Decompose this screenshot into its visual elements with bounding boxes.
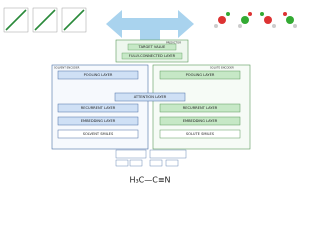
layer-box xyxy=(159,116,241,126)
molecule-formula: H₃C—C≡N xyxy=(129,176,170,185)
layer-label: SOLVENT SMILES xyxy=(83,132,114,136)
layer-label: ATTENTION LAYER xyxy=(134,95,167,99)
layer-box xyxy=(127,43,177,51)
tokenization xyxy=(115,149,187,167)
layer-label: POOLING LAYER xyxy=(186,73,215,77)
split-arrow xyxy=(106,10,194,42)
layer-label: EMBEDDING LAYER xyxy=(183,119,218,123)
layer-label: RECURRENT LAYER xyxy=(183,106,218,110)
layer-box xyxy=(159,129,241,139)
layer-label: SOLUTE SMILES xyxy=(186,132,215,136)
layer-label: EMBEDDING LAYER xyxy=(81,119,116,123)
scatter-plots xyxy=(3,7,87,33)
layer-box xyxy=(57,129,139,139)
attention-box xyxy=(114,92,186,102)
section-title: SOLVENT ENCODER xyxy=(54,66,80,70)
section-title: SOLUTE ENCODER xyxy=(210,66,234,70)
layer-box xyxy=(121,52,183,60)
molecule-icons xyxy=(214,12,297,28)
layer-label: FULLY-CONNECTED LAYER xyxy=(129,54,176,58)
diagram: PREDICTOR TARGET VALUE FULLY-CONNECTED L… xyxy=(3,7,297,185)
layer-box xyxy=(159,70,241,80)
layer-label: POOLING LAYER xyxy=(84,73,113,77)
layer-box xyxy=(57,116,139,126)
layer-box xyxy=(159,103,241,113)
layer-label: TARGET VALUE xyxy=(138,45,166,49)
layer-label: RECURRENT LAYER xyxy=(81,106,116,110)
layer-box xyxy=(57,70,139,80)
section-title: PREDICTOR xyxy=(166,41,181,45)
layer-box xyxy=(57,103,139,113)
page: {"predictor": {"title": "PREDICTOR", "ta… xyxy=(3,7,297,185)
